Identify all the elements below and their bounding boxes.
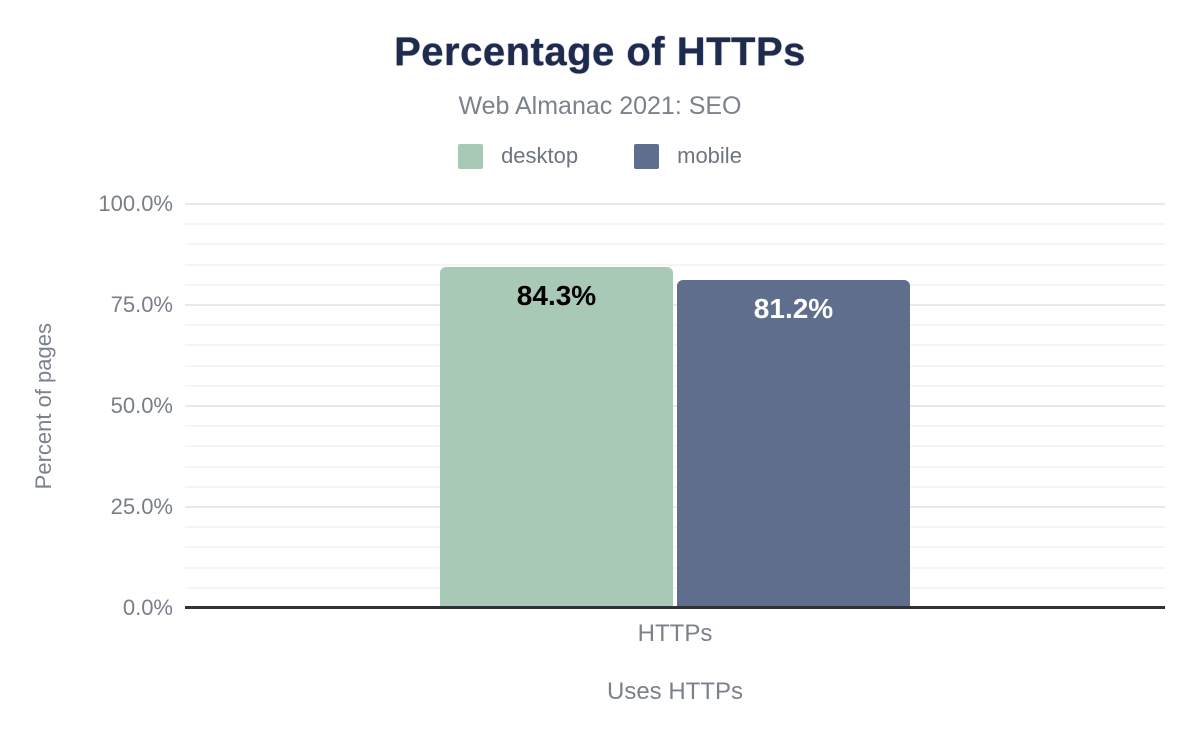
gridline-minor	[185, 566, 1165, 569]
gridline-minor	[185, 546, 1165, 549]
gridline-minor	[185, 283, 1165, 286]
gridline-minor	[185, 586, 1165, 589]
y-tick-label: 25.0%	[110, 494, 173, 519]
y-tick-label: 50.0%	[110, 393, 173, 418]
gridline-minor	[185, 243, 1165, 246]
y-tick-label: 0.0%	[122, 595, 173, 620]
mobile-swatch-icon	[634, 143, 660, 169]
y-axis-title: Percent of pages	[31, 322, 56, 490]
bar-value-mobile: 81.2%	[753, 292, 834, 324]
x-axis-line	[185, 606, 1165, 609]
bar-value-desktop: 84.3%	[516, 280, 597, 312]
bar-mobile: 81.2%	[677, 279, 910, 608]
gridline-minor	[185, 263, 1165, 266]
gridline-major	[185, 203, 1165, 205]
legend-item-mobile: mobile	[634, 143, 742, 169]
x-tick-https: HTTPs	[637, 620, 713, 647]
legend-item-desktop: desktop	[458, 143, 578, 169]
gridline-major	[185, 506, 1165, 508]
bar-desktop: 84.3%	[440, 267, 673, 608]
y-tick-label: 75.0%	[110, 292, 173, 317]
y-axis-title-wrap: Percent of pages	[16, 204, 72, 608]
gridline-minor	[185, 425, 1165, 428]
chart-title: Percentage of HTTPs	[394, 30, 806, 74]
desktop-swatch-icon	[458, 143, 484, 169]
legend: desktop mobile	[0, 143, 1200, 169]
x-axis-title: Uses HTTPs	[606, 678, 743, 705]
gridline-minor	[185, 324, 1165, 327]
chart-subtitle: Web Almanac 2021: SEO	[458, 92, 742, 120]
gridline-minor	[185, 445, 1165, 448]
gridline-minor	[185, 526, 1165, 529]
gridline-minor	[185, 485, 1165, 488]
gridline-minor	[185, 465, 1165, 468]
legend-label-mobile: mobile	[677, 143, 742, 168]
gridline-minor	[185, 384, 1165, 387]
plot-area: 84.3% 81.2% HTTPs 0.0% 25.0% 50.0% 75.0% 100…	[98, 191, 1165, 647]
y-tick-label: 100.0%	[98, 191, 173, 216]
gridline-minor	[185, 344, 1165, 347]
legend-label-desktop: desktop	[501, 143, 579, 168]
gridline-major	[185, 405, 1165, 407]
gridline-minor	[185, 364, 1165, 367]
gridline-minor	[185, 223, 1165, 226]
gridline-major	[185, 304, 1165, 306]
